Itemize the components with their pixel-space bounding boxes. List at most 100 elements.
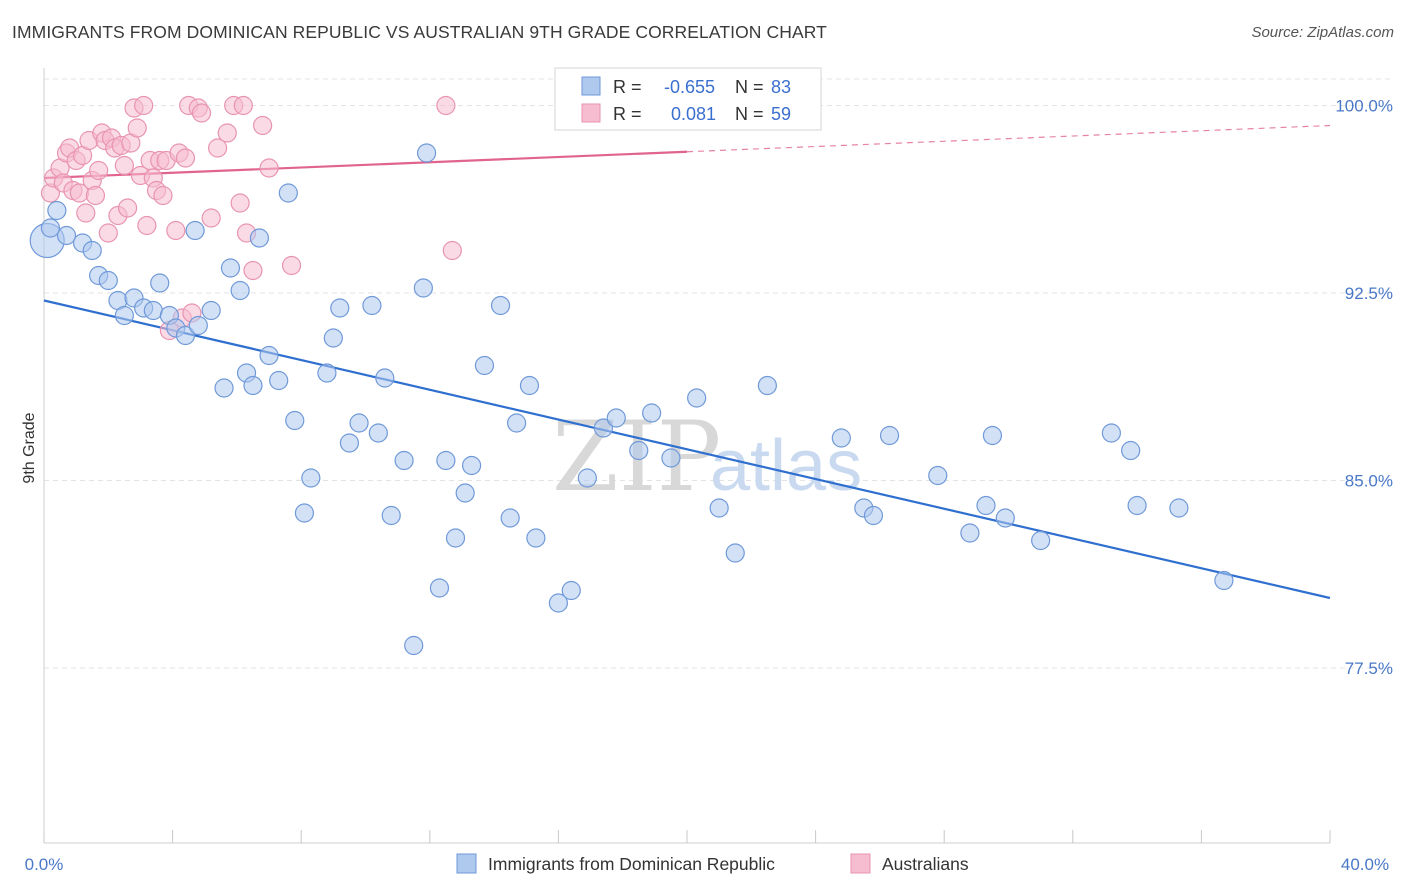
point-dominican-70 [879, 425, 900, 446]
point-dominican-55 [548, 593, 569, 613]
point-dominican-28 [285, 410, 305, 431]
point-dominican-25 [259, 345, 279, 366]
point-dominican-42 [413, 278, 433, 298]
chart-title: IMMIGRANTS FROM DOMINICAN REPUBLIC VS AU… [12, 22, 827, 42]
point-dominican-80 [1169, 498, 1189, 518]
point-dominican-52 [507, 413, 527, 433]
point-dominican-17 [185, 220, 205, 241]
point-dominican-41 [404, 635, 424, 656]
point-dominican-39 [381, 505, 401, 526]
point-australians-28 [134, 95, 154, 116]
point-dominican-15 [175, 325, 196, 346]
point-dominican-69 [863, 505, 884, 526]
point-dominican-51 [500, 508, 520, 528]
point-dominican-57 [577, 468, 597, 488]
bottom-legend-label-2: Australians [882, 854, 969, 874]
point-australians-54 [259, 158, 279, 178]
point-australians-40 [175, 148, 196, 168]
point-dominican-1 [47, 200, 67, 221]
point-dominican-43 [416, 143, 437, 163]
y-tick-label-3: 100.0% [1335, 97, 1393, 116]
point-dominican-76 [1031, 530, 1051, 551]
point-dominican-31 [317, 363, 337, 383]
point-australians-56 [436, 95, 456, 116]
point-dominican-16 [188, 315, 208, 336]
point-dominican-64 [709, 498, 729, 518]
point-dominican-26 [269, 370, 289, 391]
point-dominican-2 [56, 225, 77, 246]
point-dominican-40 [394, 450, 414, 471]
legend-n-value-1: 83 [771, 77, 791, 97]
point-australians-46 [208, 138, 228, 158]
legend-n-value-2: 59 [771, 104, 791, 124]
point-dominican-11 [143, 300, 163, 321]
x-tick-label-1: 40.0% [1341, 855, 1389, 874]
point-dominican-66 [757, 375, 777, 396]
point-australians-50 [233, 95, 253, 116]
point-dominican-63 [687, 388, 707, 408]
point-dominican-53 [519, 375, 540, 396]
bottom-legend-swatch-blue [456, 853, 477, 874]
point-australians-29 [137, 215, 157, 236]
point-dominican-67 [831, 428, 851, 448]
point-dominican-78 [1121, 440, 1141, 461]
point-dominican-4 [82, 240, 102, 261]
point-dominican-82 [40, 218, 61, 238]
point-dominican-23 [243, 375, 263, 396]
point-dominican-18 [201, 300, 221, 321]
point-dominican-50 [490, 295, 511, 316]
point-dominican-56 [561, 580, 581, 601]
legend-n-label-2: N = [735, 104, 764, 124]
point-dominican-27 [278, 183, 298, 203]
point-dominican-19 [214, 378, 234, 398]
point-dominican-21 [230, 280, 250, 301]
point-australians-47 [217, 123, 237, 143]
point-dominican-12 [150, 273, 170, 293]
point-dominican-77 [1101, 423, 1121, 443]
point-australians-10 [76, 203, 96, 223]
point-dominican-58 [593, 418, 614, 438]
point-australians-52 [243, 260, 263, 281]
point-australians-55 [281, 255, 302, 276]
point-dominican-62 [661, 448, 681, 468]
point-dominican-81 [1214, 570, 1234, 591]
bottom-legend-swatch-pink [850, 853, 871, 874]
y-axis-title: 9th Grade [21, 412, 38, 483]
legend-swatch-blue [581, 76, 601, 96]
point-dominican-73 [976, 495, 996, 516]
y-tick-label-2: 92.5% [1345, 284, 1393, 303]
point-dominican-48 [461, 455, 482, 476]
series-legend: Immigrants from Dominican Republic Austr… [456, 853, 969, 874]
point-dominican-54 [526, 528, 546, 548]
y-tick-labels: 77.5% 85.0% 92.5% 100.0% [1335, 97, 1393, 679]
legend-r-value-1: -0.655 [664, 77, 715, 97]
point-dominican-34 [339, 433, 360, 453]
point-dominican-59 [606, 408, 626, 428]
point-dominican-46 [445, 528, 466, 548]
point-dominican-6 [98, 270, 118, 291]
point-dominican-33 [330, 298, 350, 318]
point-dominican-32 [323, 328, 343, 348]
point-australians-53 [253, 115, 273, 136]
x-tick-label-0: 0.0% [25, 855, 64, 874]
point-dominican-35 [349, 413, 369, 433]
point-dominican-60 [629, 440, 649, 461]
point-dominican-30 [301, 468, 321, 488]
point-dominican-61 [642, 403, 662, 423]
bottom-legend-label-1: Immigrants from Dominican Republic [488, 854, 775, 874]
point-australians-44 [191, 103, 212, 123]
point-australians-13 [85, 185, 106, 206]
point-australians-49 [230, 193, 250, 213]
trend-line-dominican [43, 299, 1331, 600]
legend-r-label-2: R = [613, 104, 642, 124]
point-australians-57 [442, 240, 462, 261]
point-dominican-20 [220, 258, 241, 278]
point-dominican-49 [474, 355, 495, 376]
legend-r-label-1: R = [613, 77, 642, 97]
point-australians-17 [98, 223, 118, 243]
data-points [29, 95, 1234, 656]
point-dominican-37 [368, 423, 388, 443]
stats-legend: R = -0.655 N = 83 R = 0.081 N = 59 [554, 67, 822, 131]
x-tick-labels: 0.0% 40.0% [25, 855, 1389, 874]
